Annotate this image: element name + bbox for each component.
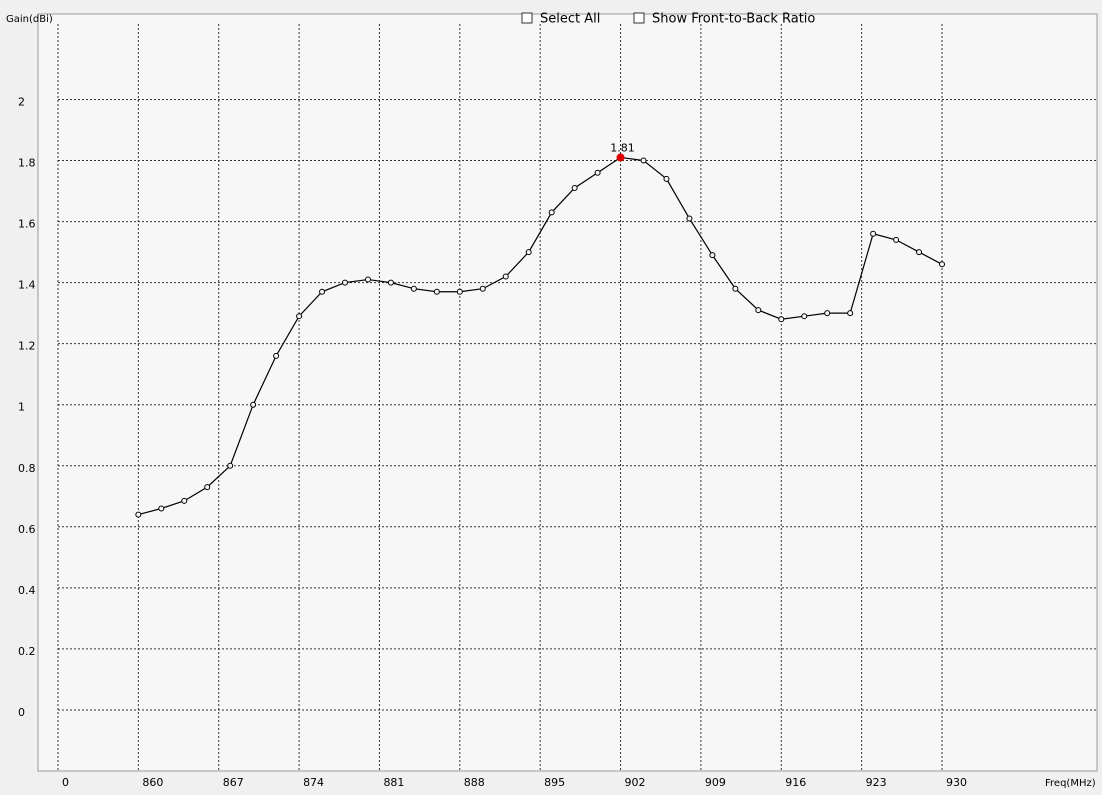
data-point	[364, 276, 371, 283]
data-point	[319, 288, 326, 295]
data-point	[939, 261, 946, 268]
data-point	[640, 157, 647, 164]
y-tick-label: 1.6	[18, 218, 36, 231]
x-tick-label: 874	[303, 776, 324, 789]
y-tick-label: 0	[18, 706, 25, 719]
y-tick-label: 1.4	[18, 279, 36, 292]
x-tick-label: 860	[142, 776, 163, 789]
x-tick-label: 0	[62, 776, 69, 789]
data-point	[273, 352, 280, 359]
data-point	[525, 249, 532, 256]
data-point	[502, 273, 509, 280]
data-point	[158, 505, 165, 512]
data-point	[479, 285, 486, 292]
data-point	[847, 310, 854, 317]
data-point	[686, 215, 693, 222]
y-tick-label: 1.2	[18, 340, 36, 353]
data-point	[181, 497, 188, 504]
x-tick-label: 923	[866, 776, 887, 789]
data-point	[870, 230, 877, 237]
y-tick-label: 1.8	[18, 157, 36, 170]
data-point	[709, 252, 716, 259]
y-axis-label: Gain(dBi)	[6, 14, 53, 25]
data-point	[250, 401, 257, 408]
x-tick-label: 916	[785, 776, 806, 789]
y-tick-label: 0.2	[18, 645, 36, 658]
y-tick-label: 0.6	[18, 523, 36, 536]
data-point	[296, 313, 303, 320]
data-point	[571, 184, 578, 191]
y-tick-label: 0.4	[18, 584, 36, 597]
data-point	[135, 511, 142, 518]
x-tick-label: 867	[223, 776, 244, 789]
data-point	[341, 279, 348, 286]
data-point	[594, 169, 601, 176]
checkbox-label[interactable]: Show Front-to-Back Ratio	[652, 12, 815, 27]
data-point	[433, 288, 440, 295]
data-point	[801, 313, 808, 320]
data-point	[916, 249, 923, 256]
value-label: 1.81	[610, 141, 635, 154]
x-tick-label: 902	[625, 776, 646, 789]
series-line	[138, 156, 943, 516]
data-point	[456, 288, 463, 295]
highlight-point	[616, 153, 625, 162]
checkbox[interactable]	[633, 12, 645, 24]
data-point	[548, 209, 555, 216]
data-point	[778, 316, 785, 323]
x-tick-label: 895	[544, 776, 565, 789]
x-tick-label: 881	[383, 776, 404, 789]
y-tick-label: 0.8	[18, 462, 36, 475]
data-point	[410, 285, 417, 292]
checkbox-label[interactable]: Select All	[540, 12, 600, 27]
data-point	[732, 285, 739, 292]
x-axis-label: Freq(MHz)	[1045, 778, 1096, 789]
data-point	[204, 484, 211, 491]
y-tick-label: 1	[18, 401, 25, 414]
checkbox[interactable]	[521, 12, 533, 24]
data-point	[893, 236, 900, 243]
plot-area	[37, 13, 1098, 772]
x-tick-label: 930	[946, 776, 967, 789]
data-point	[387, 279, 394, 286]
x-tick-label: 888	[464, 776, 485, 789]
y-tick-label: 2	[18, 95, 25, 108]
data-point	[227, 462, 234, 469]
data-point	[663, 175, 670, 182]
data-point	[755, 307, 762, 314]
x-tick-label: 909	[705, 776, 726, 789]
data-point	[824, 310, 831, 317]
